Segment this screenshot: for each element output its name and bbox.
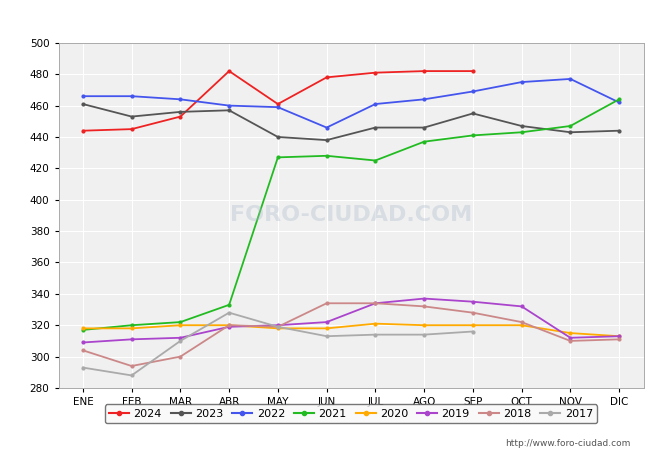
Text: Afiliados en Riego de la Vega a 30/9/2024: Afiliados en Riego de la Vega a 30/9/202… bbox=[173, 16, 529, 31]
Legend: 2024, 2023, 2022, 2021, 2020, 2019, 2018, 2017: 2024, 2023, 2022, 2021, 2020, 2019, 2018… bbox=[105, 405, 597, 423]
Text: http://www.foro-ciudad.com: http://www.foro-ciudad.com bbox=[505, 439, 630, 448]
Text: FORO-CIUDAD.COM: FORO-CIUDAD.COM bbox=[230, 205, 472, 225]
